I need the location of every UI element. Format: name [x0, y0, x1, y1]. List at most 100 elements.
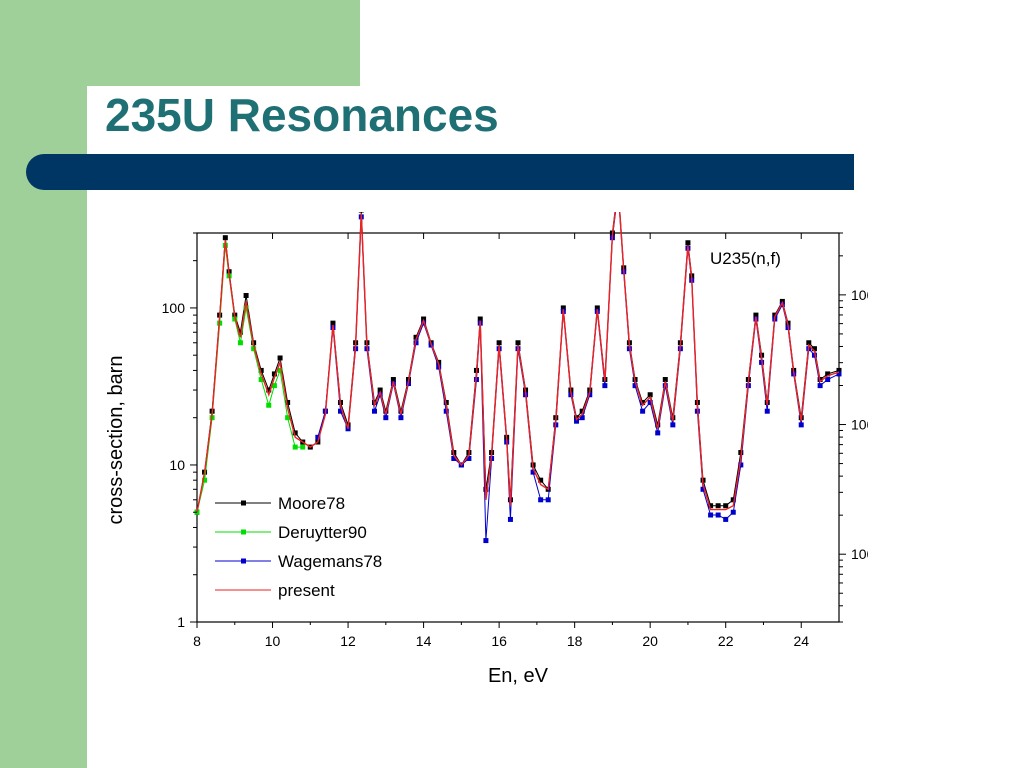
- data-point-moore78: [594, 305, 600, 311]
- data-point-wagemans78: [730, 509, 736, 515]
- legend-label: Deruytter90: [278, 523, 367, 542]
- axes-layer: 8 10 12 14 16 18 20 22 24 1 10 100 100 1000 10000: [162, 232, 868, 649]
- data-point-moore78: [730, 497, 736, 503]
- data-point-wagemans78: [530, 469, 536, 475]
- data-point-wagemans78: [371, 408, 377, 414]
- data-point-wagemans78: [338, 408, 344, 414]
- data-point-moore78: [647, 392, 653, 398]
- legend-marker: [241, 558, 246, 564]
- data-point-wagemans78: [825, 377, 831, 383]
- legend-label: Wagemans78: [278, 552, 382, 571]
- data-point-wagemans78: [483, 538, 489, 544]
- data-point-moore78: [708, 503, 714, 509]
- data-point-deruytter90: [277, 367, 283, 373]
- data-point-wagemans78: [708, 512, 714, 518]
- x-tick-label: 20: [642, 633, 658, 649]
- data-point-moore78: [266, 387, 272, 393]
- slide-title: 235U Resonances: [105, 89, 499, 141]
- data-point-moore78: [662, 377, 668, 383]
- data-point-deruytter90: [251, 346, 257, 352]
- chart-annotation: U235(n,f): [710, 249, 781, 268]
- y2-tick-label: 10000: [851, 287, 868, 303]
- data-point-moore78: [292, 430, 298, 436]
- data-point-wagemans78: [451, 455, 457, 461]
- data-point-moore78: [811, 346, 817, 352]
- x-tick-label: 8: [193, 633, 201, 649]
- x-tick-label: 12: [340, 633, 356, 649]
- series-layer: [194, 212, 842, 544]
- y-tick-label: 10: [169, 457, 185, 473]
- data-point-moore78: [579, 408, 585, 414]
- sidebar-strip: [0, 0, 87, 768]
- data-point-moore78: [560, 305, 566, 311]
- data-point-moore78: [753, 312, 759, 318]
- x-tick-label: 22: [718, 633, 734, 649]
- data-point-wagemans78: [538, 497, 544, 503]
- resonance-chart: 8 10 12 14 16 18 20 22 24 1 10 100 100 1000 10000 Moor…: [105, 212, 868, 687]
- data-point-moore78: [358, 212, 364, 213]
- x-tick-label: 24: [793, 633, 809, 649]
- data-point-wagemans78: [836, 371, 842, 377]
- data-point-moore78: [243, 292, 249, 298]
- y-tick-label: 100: [162, 300, 186, 316]
- data-point-wagemans78: [647, 399, 653, 405]
- data-point-moore78: [806, 340, 812, 346]
- data-point-wagemans78: [602, 383, 608, 389]
- data-point-moore78: [496, 340, 502, 346]
- data-point-wagemans78: [383, 415, 389, 421]
- data-point-moore78: [477, 316, 483, 322]
- data-point-wagemans78: [466, 455, 472, 461]
- data-point-wagemans78: [738, 462, 744, 468]
- x-tick-label: 10: [265, 633, 281, 649]
- data-point-wagemans78: [723, 516, 729, 522]
- plot-frame: [196, 232, 840, 623]
- data-point-deruytter90: [237, 340, 243, 346]
- corner-decoration: [87, 0, 360, 86]
- legend-label: present: [278, 581, 335, 600]
- data-point-deruytter90: [243, 305, 249, 311]
- data-point-deruytter90: [300, 444, 306, 450]
- data-point-moore78: [271, 371, 277, 377]
- data-point-wagemans78: [700, 486, 706, 492]
- data-point-wagemans78: [640, 408, 646, 414]
- data-point-wagemans78: [398, 415, 404, 421]
- data-point-wagemans78: [670, 422, 676, 428]
- data-point-wagemans78: [811, 352, 817, 358]
- data-point-wagemans78: [655, 430, 661, 436]
- y2-tick-label: 1000: [851, 417, 868, 433]
- data-point-moore78: [413, 334, 419, 340]
- data-point-wagemans78: [817, 383, 823, 389]
- data-point-moore78: [640, 399, 646, 405]
- data-point-deruytter90: [292, 444, 298, 450]
- data-point-moore78: [723, 503, 729, 509]
- data-point-wagemans78: [315, 434, 321, 440]
- data-point-deruytter90: [258, 377, 264, 383]
- title-underline-bar: [26, 154, 854, 190]
- data-point-deruytter90: [285, 415, 291, 421]
- data-point-wagemans78: [421, 320, 427, 326]
- data-point-deruytter90: [202, 477, 208, 483]
- data-point-wagemans78: [632, 383, 638, 389]
- data-point-moore78: [285, 399, 291, 405]
- data-point-moore78: [825, 371, 831, 377]
- data-point-deruytter90: [266, 402, 272, 408]
- legend-marker: [241, 500, 246, 506]
- data-point-moore78: [772, 312, 778, 318]
- data-point-wagemans78: [574, 418, 580, 424]
- legend-marker: [241, 529, 246, 535]
- data-point-wagemans78: [443, 408, 449, 414]
- x-tick-label: 16: [491, 633, 507, 649]
- y-tick-label: 1: [177, 614, 185, 630]
- data-point-wagemans78: [587, 392, 593, 398]
- y-axis-label: cross-section, barn: [105, 356, 127, 525]
- data-point-wagemans78: [579, 415, 585, 421]
- legend-label: Moore78: [278, 494, 345, 513]
- data-point-wagemans78: [764, 408, 770, 414]
- plot-area: [196, 232, 840, 623]
- series-line-present: [196, 212, 840, 513]
- data-point-moore78: [258, 367, 264, 373]
- data-point-moore78: [377, 387, 383, 393]
- data-point-moore78: [277, 355, 283, 361]
- data-point-wagemans78: [798, 422, 804, 428]
- data-point-moore78: [515, 340, 521, 346]
